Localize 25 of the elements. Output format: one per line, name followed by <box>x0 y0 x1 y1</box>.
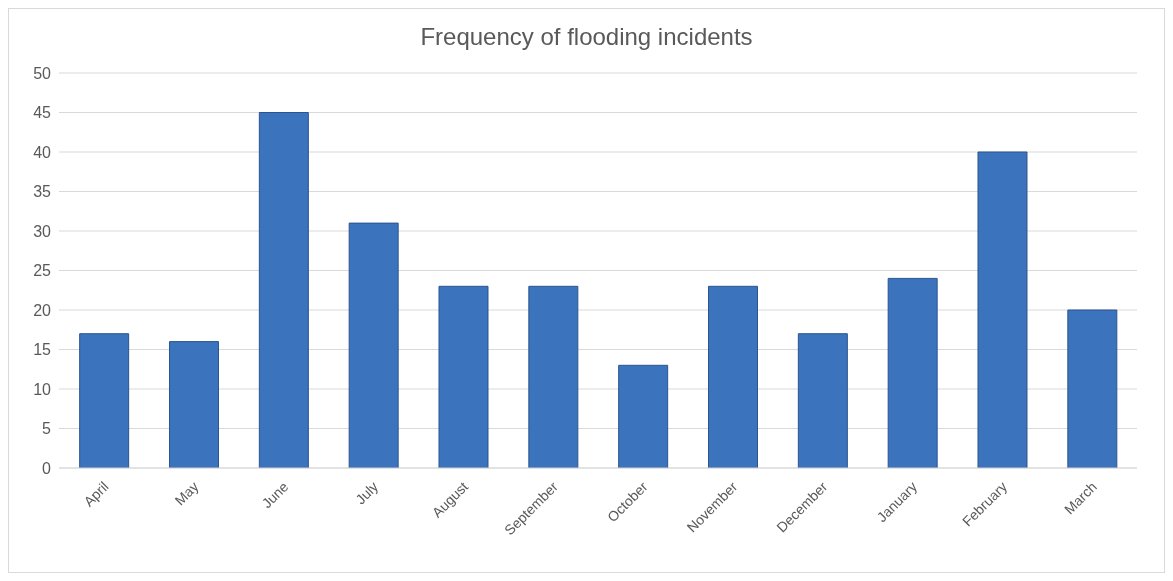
y-tick-label: 10 <box>33 380 52 398</box>
y-tick-label: 5 <box>42 420 52 438</box>
y-tick-label: 30 <box>33 222 52 240</box>
bar <box>977 151 1028 468</box>
bar <box>258 112 309 468</box>
y-tick-label: 45 <box>33 104 52 122</box>
bar <box>79 333 130 468</box>
y-tick-label: 40 <box>33 143 52 161</box>
bar <box>348 222 399 468</box>
y-tick-label: 0 <box>42 459 52 477</box>
bar <box>528 285 579 468</box>
bar <box>1067 309 1118 468</box>
chart-title: Frequency of flooding incidents <box>419 22 754 52</box>
y-tick-label: 25 <box>33 262 52 280</box>
y-tick-label: 35 <box>33 183 52 201</box>
y-tick-label: 20 <box>33 301 52 319</box>
bar <box>797 333 848 468</box>
bar <box>169 341 219 468</box>
bar <box>438 285 489 468</box>
y-tick-label: 50 <box>33 64 52 82</box>
bar <box>618 364 669 468</box>
bar <box>708 285 758 468</box>
bar <box>887 277 938 468</box>
x-tick-label: July <box>352 478 382 508</box>
y-tick-label: 15 <box>33 341 52 359</box>
